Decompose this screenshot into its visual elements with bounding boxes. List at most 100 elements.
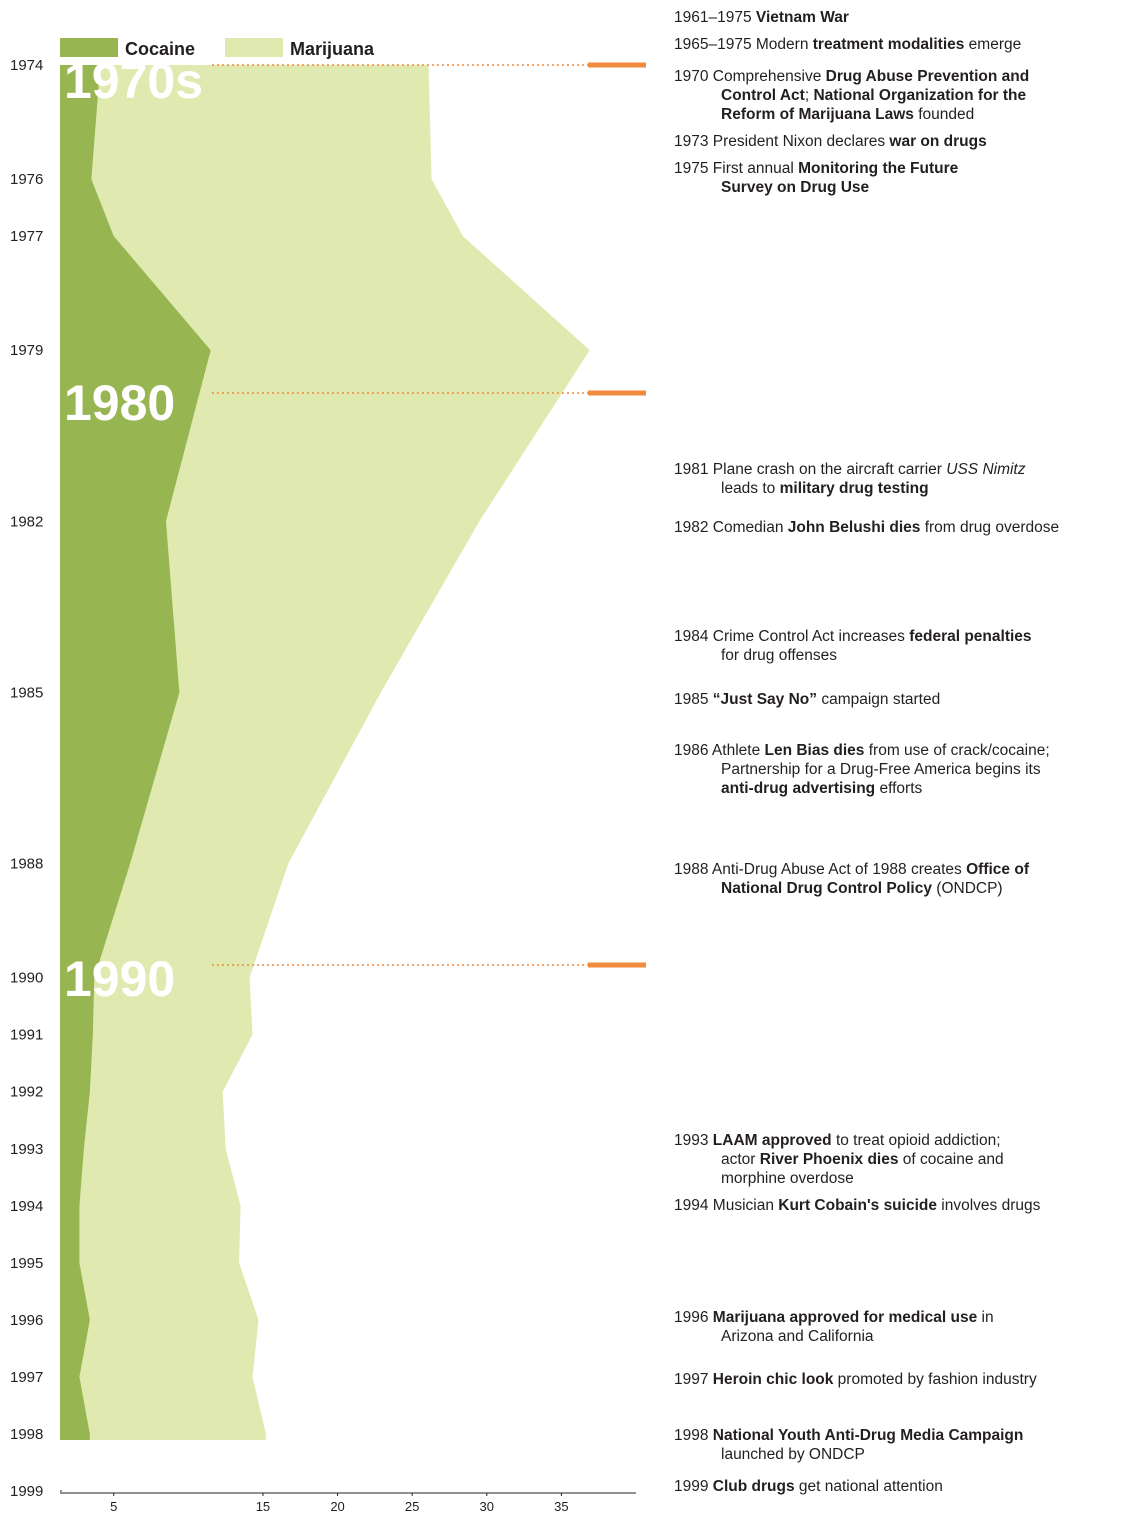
event: 1981 Plane crash on the aircraft carrier…	[674, 461, 1026, 497]
area	[60, 65, 211, 1440]
event-text: Control Act	[721, 87, 805, 104]
event-text: of cocaine and	[898, 1151, 1003, 1168]
event-text: Marijuana approved for medical use	[708, 1309, 977, 1326]
event-text: Arizona and California	[721, 1328, 874, 1345]
y-tick-label: 1997	[10, 1369, 43, 1386]
event-year: 1984	[674, 628, 709, 645]
legend-label: Marijuana	[290, 39, 375, 59]
decade-label: 1980	[64, 375, 175, 431]
y-tick-label: 1976	[10, 171, 43, 188]
event-text: ;	[805, 87, 814, 104]
decade-marker	[588, 962, 646, 968]
legend-label: Cocaine	[125, 39, 195, 59]
event-text: John Belushi dies	[788, 519, 921, 536]
legend-swatch	[225, 38, 283, 57]
x-tick-label: 5	[110, 1499, 117, 1513]
event: 1998 National Youth Anti-Drug Media Camp…	[674, 1427, 1023, 1463]
event-text: Office of	[966, 861, 1030, 878]
legend-swatch	[60, 38, 118, 57]
event-text: Monitoring the Future	[798, 160, 959, 177]
y-tick-label: 1974	[10, 57, 43, 74]
event: 1973 President Nixon declares war on dru…	[674, 133, 987, 150]
event: 1975 First annual Monitoring the Future S…	[674, 160, 959, 196]
event-text: emerge	[964, 36, 1021, 53]
event-year: 1999	[674, 1478, 708, 1495]
event: 1961–1975 Vietnam War	[674, 9, 849, 26]
event-text: Kurt Cobain's suicide	[778, 1197, 937, 1214]
y-tick-label: 1993	[10, 1141, 43, 1158]
event: 1997 Heroin chic look promoted by fashio…	[674, 1371, 1037, 1388]
event-year: 1994	[674, 1197, 709, 1214]
event-text: “Just Say No”	[708, 691, 817, 708]
x-tick-label: 30	[480, 1499, 494, 1513]
event-text: Crime Control Act increases	[708, 628, 909, 645]
y-tick-label: 1998	[10, 1426, 43, 1443]
event-text: launched by ONDCP	[721, 1446, 865, 1463]
event-text: federal penalties	[909, 628, 1031, 645]
event-text: Club drugs	[708, 1478, 794, 1495]
event: 1999 Club drugs get national attention	[674, 1478, 943, 1495]
event-text: in	[977, 1309, 993, 1326]
event-text: to treat opioid addiction;	[832, 1132, 1001, 1149]
y-tick-label: 1977	[10, 228, 43, 245]
event: 1996 Marijuana approved for medical use …	[674, 1309, 994, 1345]
event-text: efforts	[875, 780, 922, 797]
event: 1984 Crime Control Act increases federal…	[674, 628, 1032, 664]
event-text: Comedian	[708, 519, 787, 536]
event-text: Survey on Drug Use	[721, 179, 870, 196]
event: 1994 Musician Kurt Cobain's suicide invo…	[674, 1197, 1041, 1214]
event-text: Len Bias dies	[765, 742, 865, 759]
y-tick-label: 1992	[10, 1084, 43, 1101]
event: 1986 Athlete Len Bias dies from use of c…	[674, 742, 1050, 797]
event-year: 1982	[674, 519, 708, 536]
event-text: founded	[914, 106, 974, 123]
event: 1965–1975 Modern treatment modalities em…	[674, 36, 1021, 53]
y-tick-label: 1995	[10, 1255, 43, 1272]
event-text: get national attention	[795, 1478, 943, 1495]
event-text: USS Nimitz	[946, 461, 1025, 478]
event-year: 1998	[674, 1427, 708, 1444]
x-tick-label: 35	[554, 1499, 568, 1513]
event-year: 1985	[674, 691, 708, 708]
event-text: Partnership for a Drug-Free America begi…	[721, 761, 1041, 778]
y-tick-label: 1990	[10, 970, 43, 987]
event-year: 1986	[674, 742, 708, 759]
event-text: National Organization for the	[813, 87, 1026, 104]
event-year: 1961–1975	[674, 9, 752, 26]
event-text: for drug offenses	[721, 647, 837, 664]
decade-marker	[588, 390, 646, 396]
event-text: President Nixon declares	[708, 133, 889, 150]
decade-label: 1990	[64, 951, 175, 1007]
event-text: Drug Abuse Prevention and	[826, 68, 1030, 85]
y-tick-label: 1991	[10, 1027, 43, 1044]
event: 1982 Comedian John Belushi dies from dru…	[674, 519, 1059, 536]
decade-label: 1970s	[64, 53, 203, 109]
y-tick-label: 1994	[10, 1198, 43, 1215]
event-text: promoted by fashion industry	[833, 1371, 1037, 1388]
y-tick-label: 1988	[10, 856, 43, 873]
event-text: Comprehensive	[708, 68, 825, 85]
event-text: war on drugs	[888, 133, 986, 150]
event-text: military drug testing	[780, 480, 929, 497]
x-tick-label: 15	[256, 1499, 270, 1513]
event-year: 1981	[674, 461, 708, 478]
event-text: from use of crack/cocaine;	[864, 742, 1049, 759]
event-text: First annual	[708, 160, 798, 177]
event-text: anti-drug advertising	[721, 780, 875, 797]
event-text: campaign started	[817, 691, 940, 708]
event-text: Anti-Drug Abuse Act of 1988 creates	[708, 861, 966, 878]
event: 1988 Anti-Drug Abuse Act of 1988 creates…	[674, 861, 1030, 897]
event-text: National Drug Control Policy	[721, 880, 932, 897]
event: 1970 Comprehensive Drug Abuse Prevention…	[674, 68, 1029, 123]
event-text: Modern	[752, 36, 813, 53]
event-text: involves drugs	[937, 1197, 1041, 1214]
event-year: 1973	[674, 133, 708, 150]
event-text: treatment modalities	[813, 36, 965, 53]
event-year: 1993	[674, 1132, 708, 1149]
decade-marker	[588, 62, 646, 68]
y-tick-label: 1982	[10, 513, 43, 530]
event-year: 1997	[674, 1371, 708, 1388]
event-text: (ONDCP)	[932, 880, 1003, 897]
event: 1993 LAAM approved to treat opioid addic…	[674, 1132, 1004, 1187]
